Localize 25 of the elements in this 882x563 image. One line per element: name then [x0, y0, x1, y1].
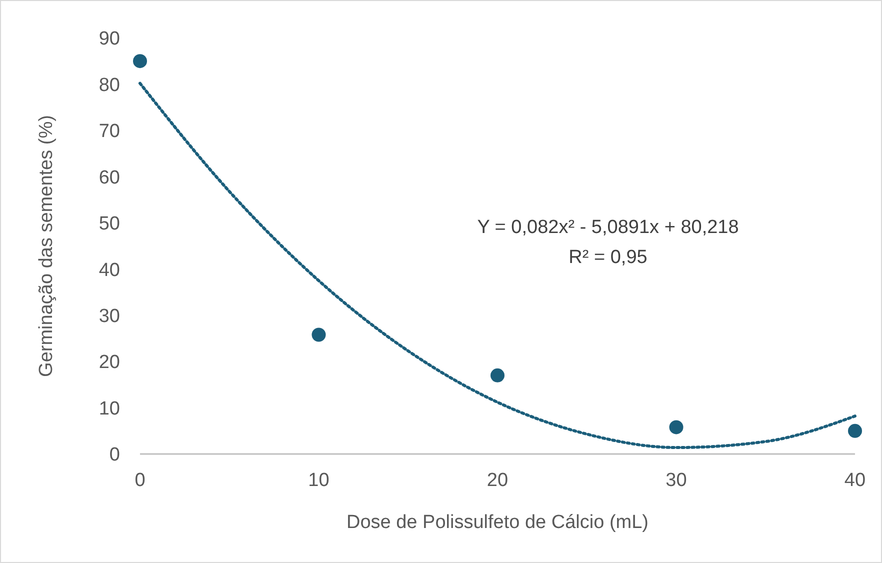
x-tick-label: 10 — [308, 470, 330, 491]
y-tick-label: 10 — [98, 398, 120, 420]
x-tick-label: 40 — [844, 470, 866, 491]
y-tick-label: 70 — [98, 121, 120, 142]
x-tick-label: 0 — [134, 470, 146, 491]
point — [133, 54, 147, 68]
y-tick-label: 20 — [98, 352, 120, 374]
annotation: Y = 0,082x² - 5,0891x + 80,218 — [477, 217, 739, 238]
y-tick-label: 40 — [98, 260, 120, 281]
point — [312, 328, 326, 342]
point — [669, 420, 684, 434]
y-tick-label: 50 — [98, 214, 120, 235]
y-tick-label: 80 — [98, 74, 120, 96]
y-tick-label: 60 — [98, 167, 120, 188]
point — [490, 368, 504, 382]
x-axis-title: Dose de Polissulfeto de Cálcio (mL) — [346, 512, 649, 533]
y-tick-label: 90 — [98, 28, 120, 50]
y-tick-label: 30 — [98, 306, 120, 327]
x-tick-label: 20 — [486, 470, 508, 491]
y-tick-label: 0 — [109, 444, 120, 466]
line-series — [138, 82, 856, 450]
annotation: R² = 0,95 — [568, 247, 648, 268]
point — [848, 424, 862, 438]
y-axis-title: Germinação das sementes (%) — [36, 115, 57, 377]
x-tick-label: 30 — [666, 470, 687, 491]
